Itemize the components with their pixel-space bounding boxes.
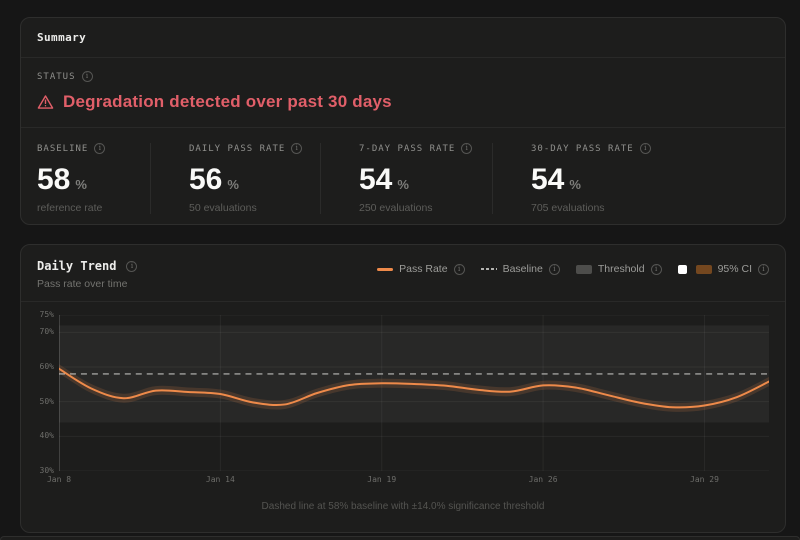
status-message: Degradation detected over past 30 days xyxy=(63,92,392,111)
x-tick-label: Jan 8 xyxy=(46,475,72,484)
next-panel-edge xyxy=(0,536,800,540)
y-tick-label: 30% xyxy=(39,466,54,475)
pass-rate-line-swatch xyxy=(377,267,394,271)
metric-subtext: 50 evaluations xyxy=(189,202,257,214)
metric-value: 58 xyxy=(37,163,71,196)
30day-pass-rate-info-icon[interactable] xyxy=(639,143,651,154)
legend-item-threshold[interactable]: Threshold xyxy=(575,263,662,275)
baseline-legend-info-icon[interactable] xyxy=(548,263,560,275)
metric-baseline: BASELINE 58 % reference rate xyxy=(37,143,150,214)
x-tick-label: Jan 14 xyxy=(205,475,235,484)
daily-trend-subtitle: Pass rate over time xyxy=(37,278,128,290)
chart-caption: Dashed line at 58% baseline with ±14.0% … xyxy=(261,501,545,512)
y-tick-label: 50% xyxy=(39,396,54,406)
daily-trend-header: Daily Trend Pass rate over time Pass Rat… xyxy=(21,245,785,302)
status-section: STATUS Degradation detected over past 30… xyxy=(21,58,785,128)
threshold-info-icon[interactable] xyxy=(650,263,662,275)
metric-subtext: 250 evaluations xyxy=(359,202,433,214)
x-axis-labels: Jan 8 Jan 14 Jan 19 Jan 26 Jan 29 xyxy=(47,471,769,488)
trend-chart[interactable] xyxy=(59,315,769,471)
plot-area: Jan 8 Jan 14 Jan 19 Jan 26 Jan 29 xyxy=(47,315,769,488)
chart-body: 30% 40% 50% 60% 70% 75% Jan 8 Jan 14 Jan 19 Jan … xyxy=(21,302,785,488)
summary-panel: Summary STATUS Degradation detected over… xyxy=(20,17,786,225)
metric-label: 30-DAY PASS RATE xyxy=(531,143,634,154)
status-info-icon[interactable] xyxy=(81,71,93,82)
status-message-row: Degradation detected over past 30 days xyxy=(37,92,769,112)
ci-info-icon[interactable] xyxy=(758,263,769,275)
threshold-band-swatch xyxy=(575,264,592,274)
metric-subtext: reference rate xyxy=(37,202,103,214)
baseline-info-icon[interactable] xyxy=(94,143,106,154)
metric-value: 54 xyxy=(359,163,393,196)
daily-trend-titles: Daily Trend Pass rate over time xyxy=(37,259,138,290)
metric-30day-pass-rate: 30-DAY PASS RATE 54 % 705 evaluations xyxy=(492,143,769,214)
ci-white-swatch xyxy=(677,264,687,274)
7day-pass-rate-info-icon[interactable] xyxy=(461,143,473,154)
summary-panel-header: Summary xyxy=(21,18,785,58)
metric-unit: % xyxy=(227,177,239,192)
metric-unit: % xyxy=(569,177,581,192)
metric-label: 7-DAY PASS RATE xyxy=(359,143,456,154)
daily-trend-title: Daily Trend xyxy=(37,259,117,273)
y-tick-label: 60% xyxy=(39,362,54,371)
metric-unit: % xyxy=(397,177,409,192)
daily-pass-rate-info-icon[interactable] xyxy=(291,143,303,154)
metric-label: BASELINE xyxy=(37,143,89,154)
metric-unit: % xyxy=(75,177,87,192)
x-tick-label: Jan 29 xyxy=(690,475,719,484)
legend-item-pass-rate[interactable]: Pass Rate xyxy=(377,263,465,275)
y-axis-labels: 30% 40% 50% 60% 70% 75% xyxy=(37,311,59,475)
summary-title: Summary xyxy=(37,31,87,44)
daily-trend-info-icon[interactable] xyxy=(126,260,138,272)
y-tick-label: 40% xyxy=(39,431,54,441)
metric-daily-pass-rate: DAILY PASS RATE 56 % 50 evaluations xyxy=(150,143,320,214)
chart-legend: Pass Rate Baseline Threshold 95% CI xyxy=(377,263,769,275)
status-label: STATUS xyxy=(37,71,76,82)
legend-label: 95% CI xyxy=(717,263,752,275)
x-tick-label: Jan 26 xyxy=(528,475,558,484)
metric-value: 54 xyxy=(531,163,565,196)
metric-label: DAILY PASS RATE xyxy=(189,143,286,154)
warning-icon xyxy=(37,95,54,109)
metric-subtext: 705 evaluations xyxy=(531,202,605,214)
legend-label: Threshold xyxy=(597,263,645,275)
metric-value: 56 xyxy=(189,163,223,196)
x-tick-label: Jan 19 xyxy=(367,475,397,484)
legend-label: Baseline xyxy=(502,263,543,275)
pass-rate-info-icon[interactable] xyxy=(453,263,465,275)
baseline-dash-swatch xyxy=(480,268,497,270)
daily-trend-panel: Daily Trend Pass rate over time Pass Rat… xyxy=(20,244,786,533)
legend-item-95ci[interactable]: 95% CI xyxy=(677,263,769,275)
ci-brown-swatch xyxy=(695,264,712,274)
legend-label: Pass Rate xyxy=(399,263,448,275)
legend-item-baseline[interactable]: Baseline xyxy=(480,263,560,275)
metric-7day-pass-rate: 7-DAY PASS RATE 54 % 250 evaluations xyxy=(320,143,492,214)
metrics-row: BASELINE 58 % reference rate DAILY PASS … xyxy=(21,128,785,214)
y-tick-label: 70% xyxy=(39,327,54,337)
y-tick-label: 75% xyxy=(39,310,54,319)
